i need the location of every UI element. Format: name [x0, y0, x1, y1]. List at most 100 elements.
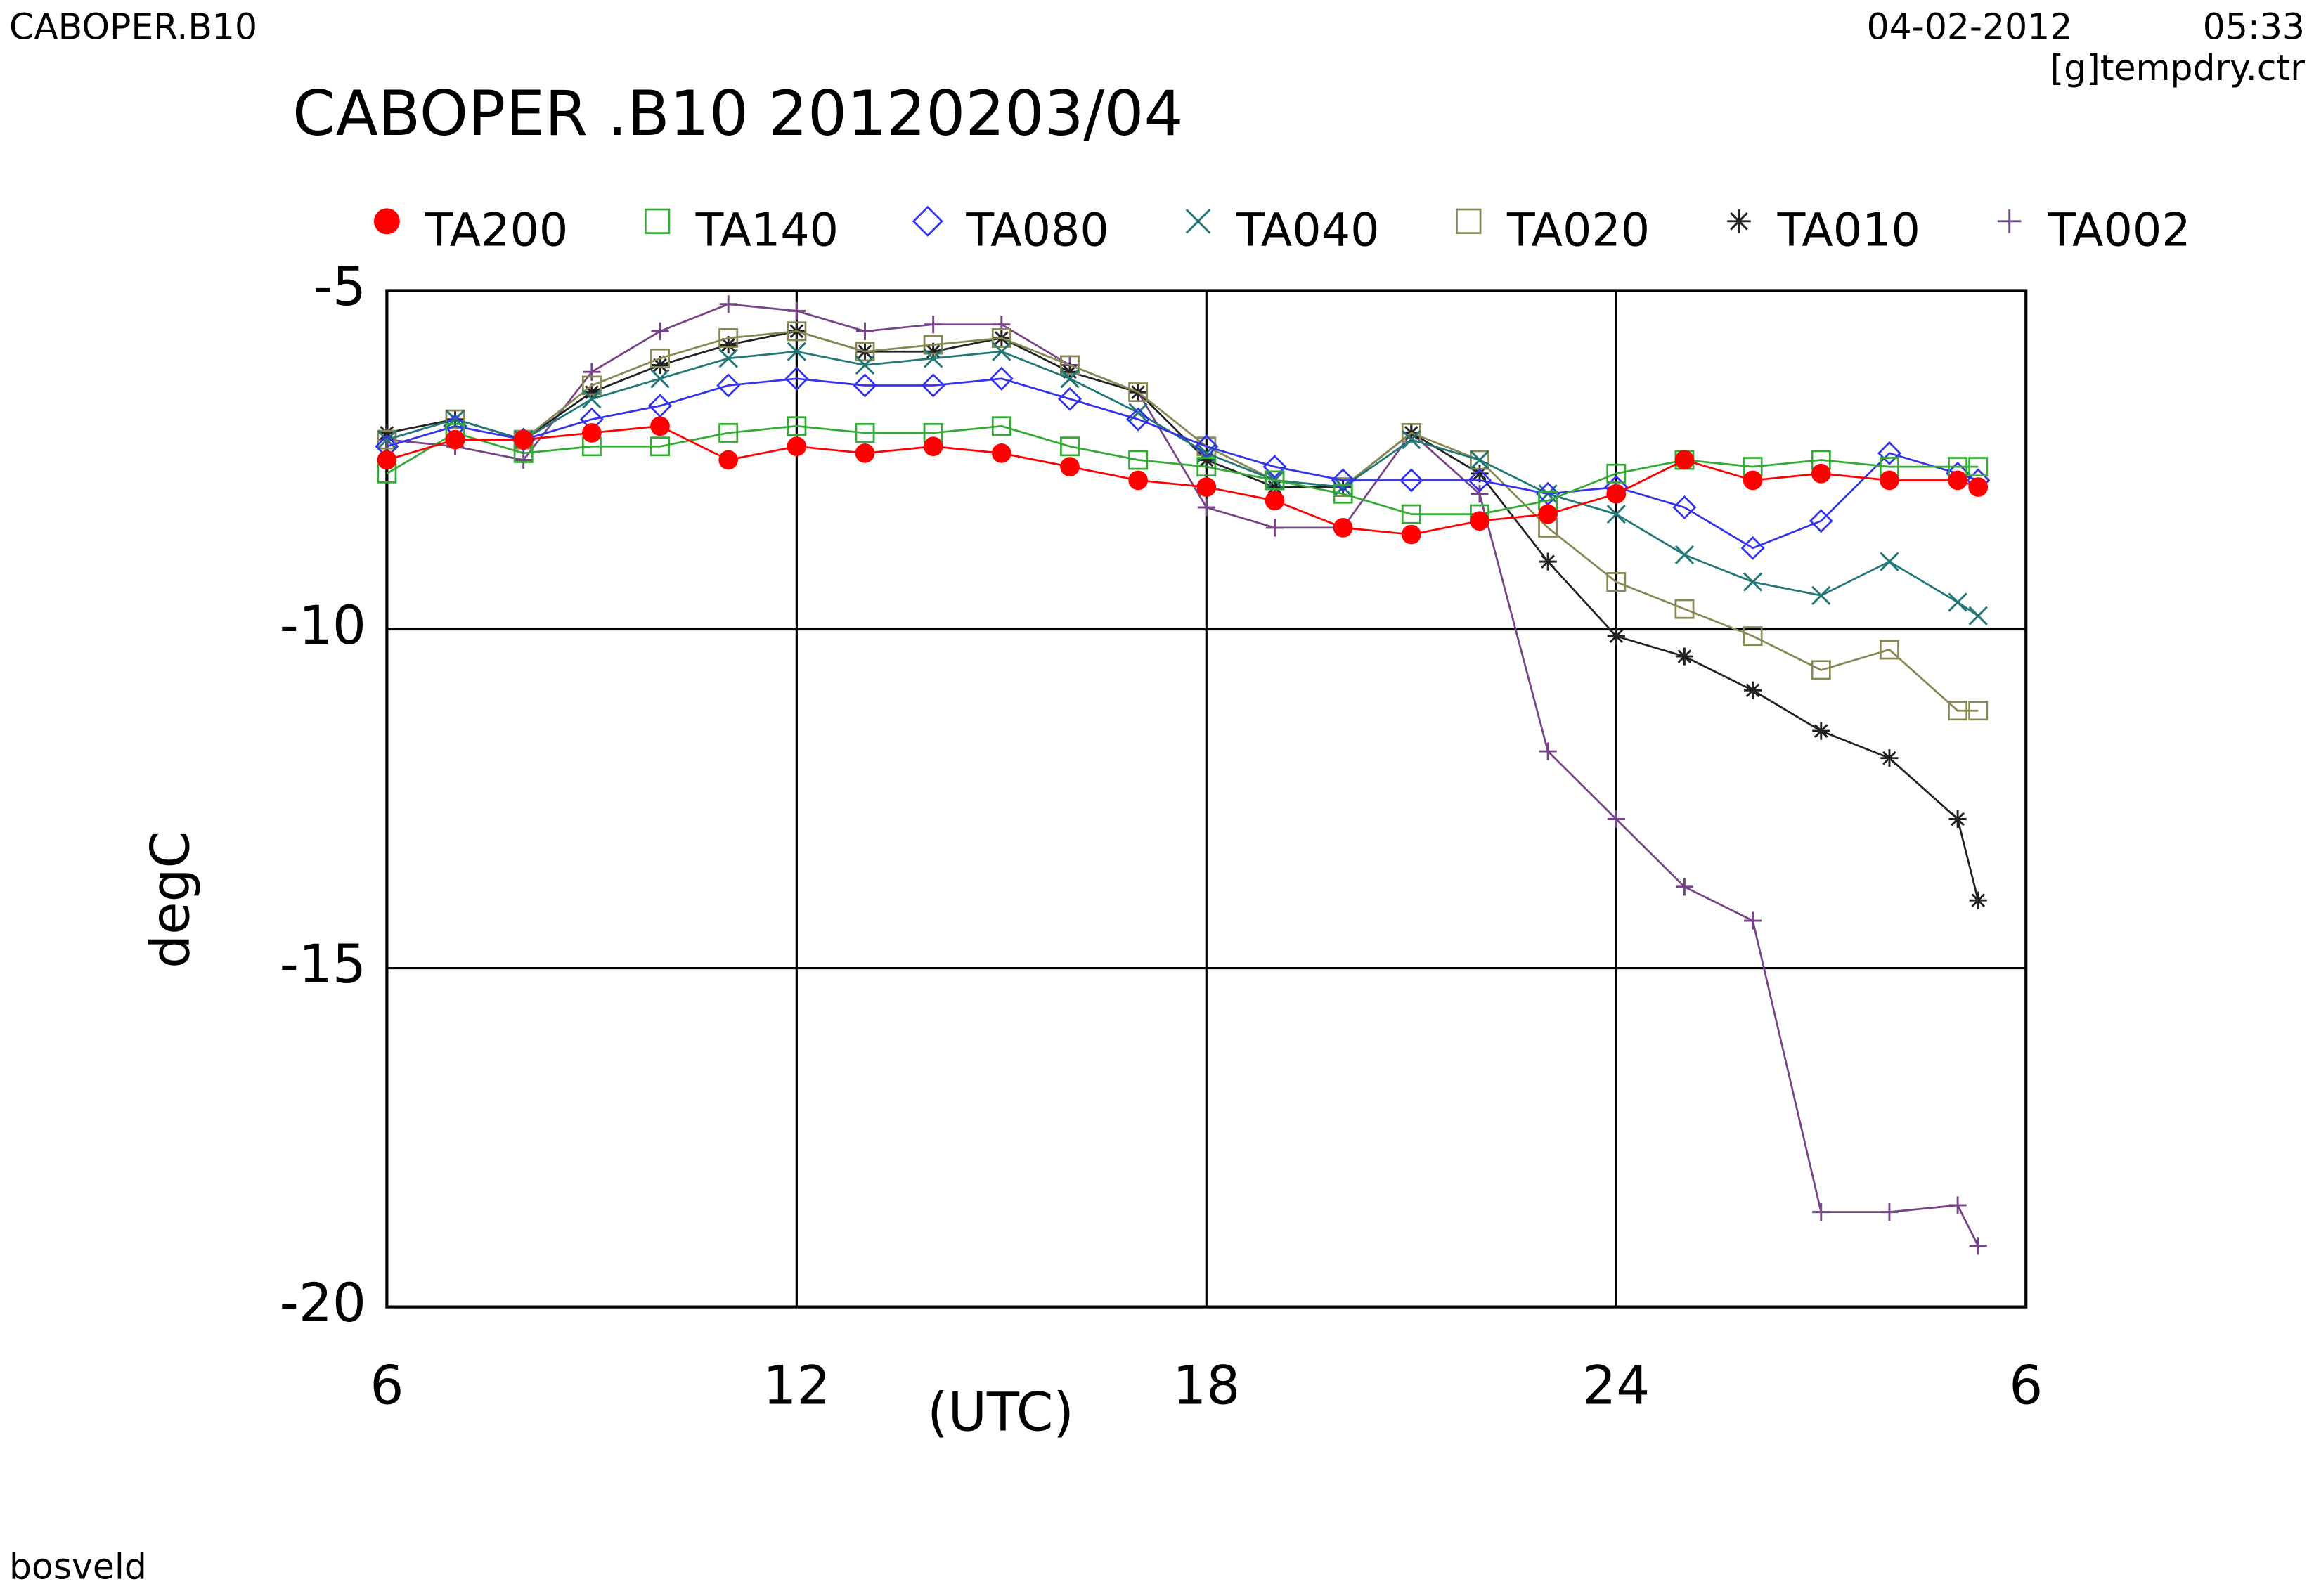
marker [377, 429, 397, 450]
marker [1968, 606, 1988, 625]
marker [1399, 468, 1423, 493]
marker-stroke [1267, 480, 1282, 494]
marker [1674, 450, 1695, 470]
marker [1470, 450, 1489, 470]
marker-shape [1877, 441, 1901, 465]
marker [1331, 468, 1355, 493]
marker-stroke [1811, 585, 1831, 605]
marker-shape [1606, 572, 1627, 592]
marker [373, 208, 400, 235]
marker [1948, 701, 1968, 721]
marker [1997, 209, 2022, 233]
marker [650, 416, 670, 436]
marker-shape [513, 429, 534, 450]
marker-stroke [1882, 751, 1896, 765]
marker [1607, 627, 1625, 645]
plot-frame [385, 289, 2028, 1309]
marker-shape [718, 328, 739, 348]
marker-stroke [1609, 629, 1624, 644]
marker [1948, 592, 1967, 612]
marker [650, 436, 670, 457]
marker [855, 422, 875, 443]
marker-stroke [721, 337, 736, 352]
marker-shape [1060, 457, 1080, 476]
marker [1743, 572, 1763, 592]
marker [1333, 518, 1353, 538]
marker-stroke [787, 342, 806, 361]
marker-shape [1401, 524, 1421, 545]
marker-stroke [992, 342, 1011, 361]
marker-stroke [1470, 450, 1489, 470]
marker-stroke [1606, 504, 1626, 524]
marker-stroke [1743, 572, 1763, 592]
marker [1470, 511, 1489, 531]
marker [921, 373, 945, 398]
marker-shape [377, 450, 397, 470]
marker [1809, 509, 1833, 533]
marker [1401, 422, 1421, 443]
marker [1968, 477, 1989, 497]
marker-shape [1470, 511, 1489, 531]
marker [650, 348, 670, 368]
marker [991, 443, 1011, 463]
marker [1880, 1203, 1899, 1221]
marker-stroke [1060, 369, 1080, 389]
marker [1471, 485, 1489, 503]
marker-shape [650, 348, 670, 368]
marker [923, 436, 943, 457]
marker-shape [1128, 382, 1149, 403]
marker [644, 208, 671, 234]
marker [787, 416, 807, 436]
marker-shape [1606, 463, 1627, 484]
legend-label: TA080 [965, 205, 1108, 257]
marker-shape [1331, 468, 1355, 493]
marker-shape [445, 409, 465, 429]
marker [1467, 468, 1492, 493]
marker [1128, 450, 1149, 470]
marker [716, 373, 741, 398]
marker-shape [1456, 208, 1482, 234]
marker-stroke [924, 349, 943, 368]
footer: bosveld [9, 1546, 147, 1588]
x-tick-label: 24 [1582, 1355, 1650, 1417]
marker [1812, 722, 1830, 740]
marker-shape [912, 205, 943, 237]
x-tick-label: 18 [1172, 1355, 1240, 1417]
marker [1811, 660, 1831, 680]
marker-stroke [1730, 212, 1748, 231]
marker-stroke [1948, 592, 1967, 612]
marker-shape [1262, 455, 1287, 479]
x-tick-label: 6 [370, 1355, 403, 1417]
legend-label: TA040 [1236, 205, 1379, 257]
marker [1948, 470, 1967, 491]
marker [855, 342, 875, 362]
marker [1197, 498, 1215, 517]
marker-stroke [926, 344, 941, 359]
marker-shape [650, 416, 670, 436]
header-left: CABOPER.B10 [9, 6, 257, 47]
marker-shape [1968, 477, 1989, 497]
header-file: [g]tempdry.ctr [2050, 47, 2305, 89]
marker [718, 328, 739, 348]
marker [1744, 681, 1762, 699]
marker-shape [787, 416, 807, 436]
marker [1060, 355, 1080, 375]
marker [924, 349, 943, 368]
marker-shape [923, 436, 943, 457]
marker [787, 321, 807, 342]
marker-stroke [1745, 683, 1760, 698]
marker [1727, 209, 1751, 233]
marker [1811, 585, 1831, 605]
marker [582, 389, 602, 409]
marker [719, 295, 737, 313]
marker-shape [991, 328, 1011, 348]
marker [1968, 457, 1989, 477]
x-axis-label: (UTC) [927, 1381, 1074, 1443]
marker [1606, 504, 1626, 524]
marker [1743, 626, 1763, 647]
marker-stroke [585, 385, 599, 399]
marker [787, 301, 806, 320]
marker-shape [991, 443, 1011, 463]
marker-shape [991, 416, 1011, 436]
